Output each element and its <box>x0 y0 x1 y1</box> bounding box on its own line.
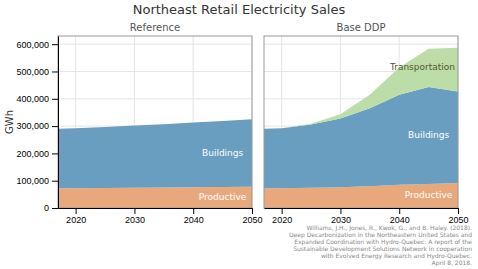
panel: 2020 2030 2040 2050 0 100,000 200,000 300,000 40… <box>16 36 262 225</box>
tick-label: 2040 <box>184 215 204 225</box>
y-axis: 0 100,000 200,000 300,000 400,000 500,000 600,… <box>16 37 58 214</box>
tick: 2040 <box>184 208 204 225</box>
tick-mark <box>52 181 58 182</box>
area <box>264 48 458 129</box>
tick-mark <box>252 208 253 214</box>
tick: 600,000 <box>16 40 58 50</box>
tick-label: 2030 <box>125 215 145 225</box>
axis-line <box>265 208 459 209</box>
tick-mark <box>282 208 283 214</box>
tick-label: 200,000 <box>16 149 49 159</box>
panel-subtitle: Reference <box>130 22 180 33</box>
tick-label: 2020 <box>272 215 292 225</box>
plot-background <box>264 36 458 208</box>
area-label: Productive <box>405 190 453 200</box>
tick: 2020 <box>66 208 86 225</box>
tick-mark <box>193 208 194 214</box>
area-label: Transportation <box>389 62 455 72</box>
area <box>58 119 252 188</box>
plot-background <box>58 36 252 208</box>
x-axis: 2020 2030 2040 2050 <box>59 208 263 225</box>
tick-label: 2050 <box>242 215 262 225</box>
x-axis: 2020 2030 2040 2050 <box>265 208 469 225</box>
area-label: Buildings <box>408 130 450 140</box>
plot-frame <box>264 36 458 208</box>
tick: 300,000 <box>16 121 58 131</box>
area-label: Productive <box>199 192 247 202</box>
tick-label: 500,000 <box>16 67 49 77</box>
tick-mark <box>76 208 77 214</box>
areas <box>58 119 252 208</box>
tick-label: 2020 <box>66 215 86 225</box>
grid <box>264 36 458 208</box>
axis-line <box>58 37 59 209</box>
tick-mark <box>52 153 58 154</box>
tick-mark <box>52 44 58 45</box>
tick-mark <box>52 71 58 72</box>
grid <box>58 36 252 208</box>
tick: 400,000 <box>16 94 58 104</box>
tick: 0 <box>44 203 58 213</box>
grid-line <box>58 44 252 45</box>
tick-mark <box>52 208 58 209</box>
area-label: Buildings <box>202 148 244 158</box>
tick-mark <box>458 208 459 214</box>
tick-label: 100,000 <box>16 176 49 186</box>
panel: 2020 2030 2040 2050 Productive Buildings Trans… <box>264 36 469 225</box>
tick-label: 600,000 <box>16 40 49 50</box>
area <box>58 187 252 208</box>
areas <box>264 48 458 208</box>
tick-mark <box>399 208 400 214</box>
tick-label: 0 <box>44 203 49 213</box>
grid-line <box>58 98 252 99</box>
y-axis-title: GWh <box>4 110 15 134</box>
tick: 2020 <box>272 208 292 225</box>
tick: 2030 <box>331 208 351 225</box>
tick-mark <box>52 126 58 127</box>
tick-mark <box>134 208 135 214</box>
tick: 2030 <box>125 208 145 225</box>
plot-frame <box>58 36 252 208</box>
tick: 2050 <box>448 208 468 225</box>
citation: Williams, J.H., Jones, R., Kwok, G., and… <box>289 224 472 267</box>
area-labels: Productive Buildings <box>199 148 247 202</box>
chart-title: Northeast Retail Electricity Sales <box>133 2 346 17</box>
axis-line <box>59 208 253 209</box>
grid-line <box>264 44 458 45</box>
citation-line: April 8, 2018. <box>432 259 473 267</box>
tick-mark <box>52 99 58 100</box>
chart-root: 2020 2030 2040 2050 0 100,000 200,000 300,000 40… <box>0 0 478 269</box>
tick-label: 300,000 <box>16 121 49 131</box>
tick: 500,000 <box>16 67 58 77</box>
tick-label: 400,000 <box>16 94 49 104</box>
tick: 2040 <box>390 208 410 225</box>
grid-line <box>58 71 252 72</box>
area-labels: Productive Buildings Transportation <box>389 62 455 200</box>
panel-subtitle: Base DDP <box>337 22 386 33</box>
tick: 2050 <box>242 208 262 225</box>
tick: 100,000 <box>16 176 58 186</box>
tick: 200,000 <box>16 149 58 159</box>
tick-mark <box>340 208 341 214</box>
